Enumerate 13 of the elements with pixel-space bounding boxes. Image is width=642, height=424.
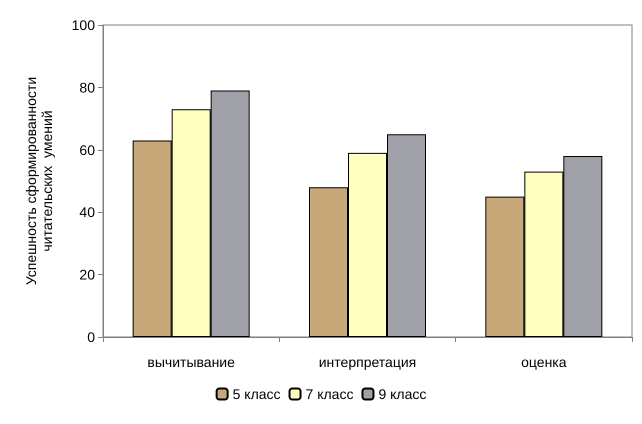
legend-label: 9 класс — [378, 386, 426, 402]
y-tick-label: 100 — [72, 17, 96, 33]
y-tick-label: 20 — [79, 266, 96, 283]
y-tick-label: 60 — [79, 142, 96, 158]
y-tick-label: 80 — [79, 79, 96, 96]
y-axis-title: Успешность сформированности читательских умений — [23, 76, 55, 286]
x-tick-label: вычитывание — [147, 354, 236, 370]
y-tick-label: 40 — [79, 204, 96, 220]
legend-label: 5 класс — [232, 386, 281, 402]
x-tick-label: оценка — [521, 354, 567, 370]
x-tick-label: интерпретация — [318, 354, 416, 370]
y-tick-label: 0 — [87, 329, 96, 345]
legend-label: 7 класс — [306, 386, 354, 402]
